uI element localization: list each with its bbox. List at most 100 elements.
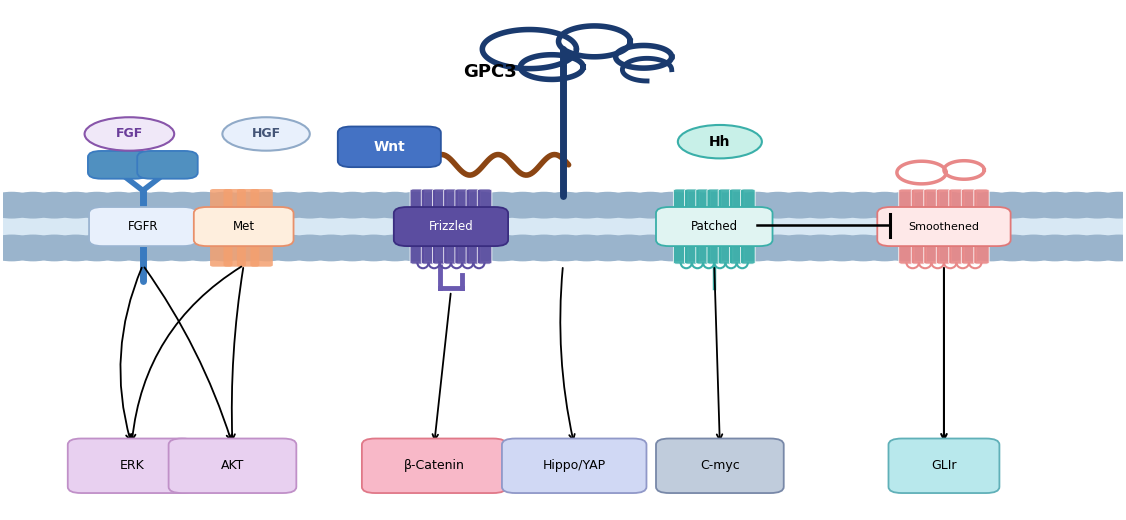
FancyBboxPatch shape xyxy=(455,189,470,264)
FancyBboxPatch shape xyxy=(194,207,294,246)
Circle shape xyxy=(665,192,721,218)
Circle shape xyxy=(1070,192,1125,218)
FancyBboxPatch shape xyxy=(2,205,1124,248)
FancyBboxPatch shape xyxy=(444,189,458,264)
FancyBboxPatch shape xyxy=(656,207,772,246)
Circle shape xyxy=(303,235,359,261)
FancyBboxPatch shape xyxy=(211,189,232,267)
FancyBboxPatch shape xyxy=(137,151,198,179)
Circle shape xyxy=(0,192,39,218)
Circle shape xyxy=(324,192,381,218)
Circle shape xyxy=(558,192,614,218)
Circle shape xyxy=(1091,235,1126,261)
FancyBboxPatch shape xyxy=(466,189,481,264)
Circle shape xyxy=(6,235,61,261)
Circle shape xyxy=(346,192,401,218)
Circle shape xyxy=(1048,192,1103,218)
Circle shape xyxy=(601,235,656,261)
Circle shape xyxy=(857,235,912,261)
Circle shape xyxy=(750,192,806,218)
Circle shape xyxy=(388,192,444,218)
FancyBboxPatch shape xyxy=(899,189,914,264)
Circle shape xyxy=(558,235,614,261)
Circle shape xyxy=(623,192,678,218)
Circle shape xyxy=(176,235,231,261)
FancyBboxPatch shape xyxy=(250,189,272,267)
FancyBboxPatch shape xyxy=(338,126,441,167)
Circle shape xyxy=(154,235,209,261)
Circle shape xyxy=(453,235,508,261)
Circle shape xyxy=(878,192,933,218)
Circle shape xyxy=(410,235,465,261)
Circle shape xyxy=(283,192,338,218)
Text: HGF: HGF xyxy=(251,127,280,140)
Circle shape xyxy=(48,192,104,218)
Circle shape xyxy=(240,235,295,261)
Circle shape xyxy=(730,235,785,261)
Circle shape xyxy=(835,192,891,218)
FancyBboxPatch shape xyxy=(974,189,989,264)
Text: Wnt: Wnt xyxy=(374,140,405,154)
Circle shape xyxy=(687,192,742,218)
Circle shape xyxy=(27,235,82,261)
FancyBboxPatch shape xyxy=(949,189,964,264)
Text: FGFR: FGFR xyxy=(127,220,158,233)
Circle shape xyxy=(154,192,209,218)
Circle shape xyxy=(261,192,316,218)
FancyBboxPatch shape xyxy=(696,189,711,264)
Circle shape xyxy=(283,235,338,261)
Circle shape xyxy=(69,235,125,261)
Ellipse shape xyxy=(84,117,175,151)
Circle shape xyxy=(90,192,146,218)
Circle shape xyxy=(708,192,763,218)
Circle shape xyxy=(687,235,742,261)
Circle shape xyxy=(495,192,551,218)
FancyBboxPatch shape xyxy=(477,189,492,264)
Circle shape xyxy=(771,192,828,218)
Circle shape xyxy=(176,192,231,218)
FancyBboxPatch shape xyxy=(685,189,699,264)
Text: ERK: ERK xyxy=(119,459,144,472)
Circle shape xyxy=(1070,235,1125,261)
Text: FGF: FGF xyxy=(116,127,143,140)
FancyBboxPatch shape xyxy=(410,189,425,264)
FancyBboxPatch shape xyxy=(361,438,507,493)
Circle shape xyxy=(623,235,678,261)
Circle shape xyxy=(517,235,572,261)
Circle shape xyxy=(474,235,529,261)
Circle shape xyxy=(771,235,828,261)
Circle shape xyxy=(644,192,699,218)
Circle shape xyxy=(410,192,465,218)
Circle shape xyxy=(1091,192,1126,218)
Circle shape xyxy=(814,235,869,261)
Circle shape xyxy=(665,235,721,261)
FancyBboxPatch shape xyxy=(236,189,259,267)
Circle shape xyxy=(218,192,274,218)
Circle shape xyxy=(921,235,976,261)
Ellipse shape xyxy=(678,125,762,159)
Circle shape xyxy=(900,235,955,261)
FancyBboxPatch shape xyxy=(502,438,646,493)
FancyBboxPatch shape xyxy=(432,189,447,264)
FancyBboxPatch shape xyxy=(962,189,976,264)
Circle shape xyxy=(48,235,104,261)
FancyBboxPatch shape xyxy=(741,189,756,264)
Circle shape xyxy=(580,235,635,261)
Circle shape xyxy=(964,235,1019,261)
Circle shape xyxy=(453,192,508,218)
Circle shape xyxy=(90,235,146,261)
Circle shape xyxy=(133,235,188,261)
Circle shape xyxy=(835,235,891,261)
Circle shape xyxy=(644,235,699,261)
FancyBboxPatch shape xyxy=(730,189,744,264)
Circle shape xyxy=(984,235,1040,261)
FancyBboxPatch shape xyxy=(936,189,951,264)
Circle shape xyxy=(431,192,486,218)
Circle shape xyxy=(367,235,422,261)
Circle shape xyxy=(580,192,635,218)
Circle shape xyxy=(942,192,998,218)
Circle shape xyxy=(750,235,806,261)
Circle shape xyxy=(324,235,381,261)
Circle shape xyxy=(197,192,252,218)
Circle shape xyxy=(240,192,295,218)
